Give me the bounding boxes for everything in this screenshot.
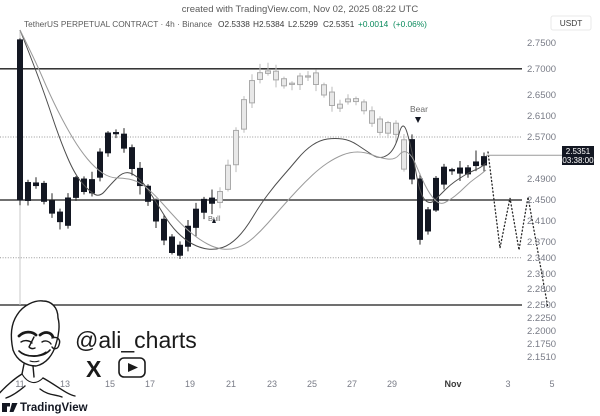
svg-text:2.3100: 2.3100 xyxy=(527,269,556,280)
svg-text:created with TradingView.com,: created with TradingView.com, Nov 02, 20… xyxy=(182,4,419,15)
svg-text:O2.5338: O2.5338 xyxy=(218,19,250,29)
svg-text:+0.0014: +0.0014 xyxy=(358,19,389,29)
svg-text:17: 17 xyxy=(145,379,155,389)
svg-text:5: 5 xyxy=(549,379,554,389)
svg-text:2.7500: 2.7500 xyxy=(527,38,556,49)
svg-text:C2.5351: C2.5351 xyxy=(323,19,355,29)
svg-text:3: 3 xyxy=(505,379,510,389)
svg-text:21: 21 xyxy=(226,379,236,389)
svg-text:23: 23 xyxy=(267,379,277,389)
svg-text:29: 29 xyxy=(387,379,397,389)
svg-text:2.4100: 2.4100 xyxy=(527,216,556,227)
svg-text:Bear: Bear xyxy=(410,104,428,114)
svg-text:11: 11 xyxy=(15,379,24,389)
svg-text:Nov: Nov xyxy=(444,379,461,389)
svg-text:(+0.06%): (+0.06%) xyxy=(393,19,427,29)
svg-text:L2.5299: L2.5299 xyxy=(288,19,318,29)
svg-text:2.2800: 2.2800 xyxy=(527,284,556,295)
svg-text:H2.5384: H2.5384 xyxy=(253,19,285,29)
svg-text:2.6100: 2.6100 xyxy=(527,111,556,122)
svg-text:27: 27 xyxy=(347,379,357,389)
svg-text:2.4900: 2.4900 xyxy=(527,174,556,185)
svg-text:2.1750: 2.1750 xyxy=(527,339,556,350)
svg-text:2.7000: 2.7000 xyxy=(527,64,556,75)
svg-text:03:38:00: 03:38:00 xyxy=(562,156,594,165)
svg-text:2.2250: 2.2250 xyxy=(527,313,556,324)
svg-text:2.1510: 2.1510 xyxy=(527,352,556,363)
svg-text:19: 19 xyxy=(185,379,195,389)
svg-text:TradingView: TradingView xyxy=(20,402,88,414)
svg-text:2.4500: 2.4500 xyxy=(527,195,556,206)
svg-text:@ali_charts: @ali_charts xyxy=(75,327,197,353)
svg-text:2.3400: 2.3400 xyxy=(527,253,556,264)
svg-text:13: 13 xyxy=(60,379,70,389)
svg-text:2.2500: 2.2500 xyxy=(527,300,556,311)
svg-text:TetherUS PERPETUAL CONTRACT ·: TetherUS PERPETUAL CONTRACT · 4h · Binan… xyxy=(24,19,213,29)
svg-text:USDT: USDT xyxy=(560,18,583,28)
svg-text:2.5351: 2.5351 xyxy=(566,147,591,156)
svg-text:2.2000: 2.2000 xyxy=(527,326,556,337)
svg-text:2.5700: 2.5700 xyxy=(527,132,556,143)
svg-text:2.6500: 2.6500 xyxy=(527,90,556,101)
svg-text:2.3700: 2.3700 xyxy=(527,237,556,248)
svg-text:X: X xyxy=(86,356,102,382)
svg-text:25: 25 xyxy=(307,379,317,389)
svg-text:15: 15 xyxy=(105,379,115,389)
